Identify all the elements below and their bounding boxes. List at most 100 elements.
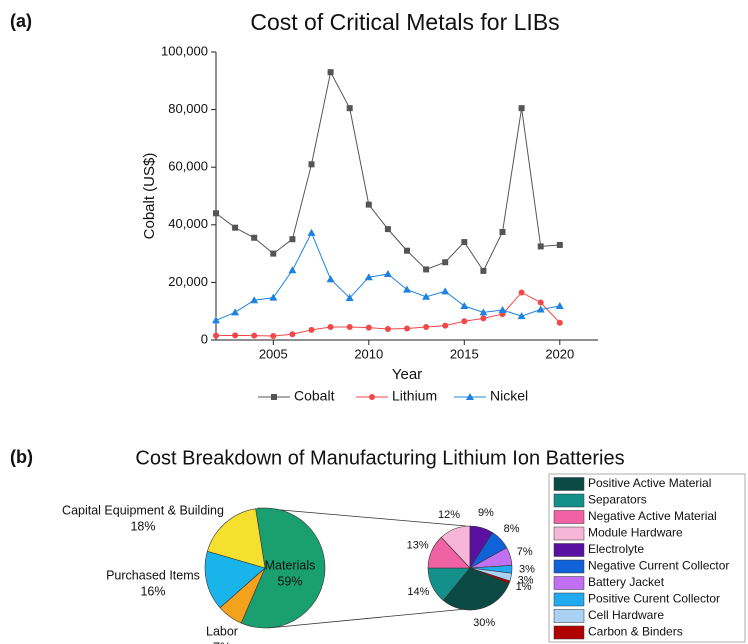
x-tick-label: 2005: [259, 346, 288, 361]
pie-value-label: 18%: [130, 519, 155, 533]
legend-label: Battery Jacket: [588, 575, 665, 589]
legend-label: Module Hardware: [588, 526, 683, 540]
data-point: [384, 326, 391, 333]
pie-value-label: 13%: [407, 539, 429, 551]
y-tick-label: 40,000: [168, 216, 208, 231]
legend-marker: [369, 394, 375, 400]
pie-value-label: 8%: [504, 523, 520, 535]
y-tick-label: 20,000: [168, 274, 208, 289]
data-point: [404, 247, 410, 254]
data-point: [404, 325, 410, 332]
data-point: [212, 316, 220, 324]
data-point: [308, 326, 315, 333]
pie-value-label: 9%: [478, 507, 494, 519]
data-point: [517, 312, 526, 320]
data-point: [479, 308, 488, 316]
pie-label: Purchased Items: [106, 568, 200, 582]
data-point: [403, 285, 411, 293]
y-tick-label: 80,000: [168, 101, 208, 116]
x-axis-label: Year: [392, 366, 422, 383]
series-line: [215, 70, 560, 272]
x-tick-label: 2010: [354, 346, 383, 361]
data-point: [480, 315, 487, 322]
data-point: [480, 267, 487, 274]
legend-swatch: [553, 559, 585, 574]
legend-label: Lithium: [392, 388, 437, 404]
data-point: [441, 287, 450, 295]
legend-label: Cobalt: [294, 388, 335, 404]
data-point: [270, 250, 277, 257]
legend-label: Cell Hardware: [588, 608, 664, 622]
legend-label: Separators: [588, 493, 647, 507]
data-point: [213, 332, 219, 339]
data-point: [556, 319, 563, 326]
x-tick-label: 2015: [450, 346, 479, 361]
data-point: [327, 324, 334, 331]
y-tick-label: 60,000: [168, 159, 208, 174]
data-point: [384, 226, 391, 233]
legend-swatch: [553, 609, 585, 623]
connector: [257, 507, 467, 527]
pie-value-label: 59%: [277, 574, 302, 588]
x-tick-label: 2020: [545, 346, 574, 361]
data-point: [346, 324, 353, 331]
data-point: [499, 229, 506, 235]
data-point: [461, 318, 468, 325]
pie-value-label: 14%: [407, 586, 429, 598]
panel-label: (b): [10, 447, 33, 467]
data-point: [326, 275, 335, 283]
pie-label: Capital Equipment & Building: [62, 503, 224, 517]
pie-slice: [240, 507, 326, 629]
legend-swatch: [553, 477, 585, 491]
chart-title: Cost Breakdown of Manufacturing Lithium …: [135, 447, 624, 469]
data-point: [251, 234, 258, 241]
data-point: [364, 273, 373, 281]
data-point: [423, 324, 430, 331]
legend-marker: [271, 394, 277, 400]
data-point: [250, 296, 259, 304]
data-point: [289, 236, 296, 243]
data-point: [307, 228, 316, 236]
data-point: [288, 266, 297, 274]
pie-value-label: 3%: [518, 574, 534, 586]
panel-label: (a): [10, 11, 32, 31]
legend-label: Carbon & Binders: [588, 625, 683, 639]
data-point: [442, 259, 449, 266]
data-point: [365, 201, 372, 208]
pie-value-label: 30%: [473, 617, 495, 629]
pie-value-label: 12%: [438, 509, 460, 521]
data-point: [537, 299, 544, 306]
legend-swatch: [553, 592, 585, 607]
connector: [267, 608, 467, 629]
pie-value-label: 7%: [213, 640, 231, 644]
data-point: [422, 292, 431, 300]
data-point: [518, 105, 525, 112]
data-point: [365, 324, 372, 331]
data-point: [308, 161, 315, 168]
data-point: [556, 241, 563, 248]
pie-label: Materials: [265, 558, 316, 572]
data-point: [345, 293, 354, 301]
data-point: [289, 331, 296, 338]
data-point: [232, 224, 239, 231]
legend-swatch: [553, 625, 585, 640]
y-axis-label: Cobalt (US$): [141, 153, 158, 240]
chart-title: Cost of Critical Metals for LIBs: [250, 9, 559, 35]
y-tick-label: 0: [201, 331, 208, 346]
y-tick-label: 100,000: [161, 43, 208, 58]
data-point: [460, 302, 469, 310]
pie-value-label: 1%: [516, 581, 532, 593]
data-point: [231, 308, 240, 316]
pie-slice: [207, 508, 266, 569]
data-point: [423, 266, 430, 273]
legend-label: Nickel: [490, 388, 528, 404]
data-point: [536, 305, 545, 313]
data-point: [270, 332, 277, 339]
data-point: [232, 332, 239, 339]
data-point: [442, 322, 449, 329]
data-point: [461, 239, 468, 246]
data-point: [269, 293, 278, 301]
data-point: [537, 243, 544, 250]
data-point: [251, 332, 258, 339]
